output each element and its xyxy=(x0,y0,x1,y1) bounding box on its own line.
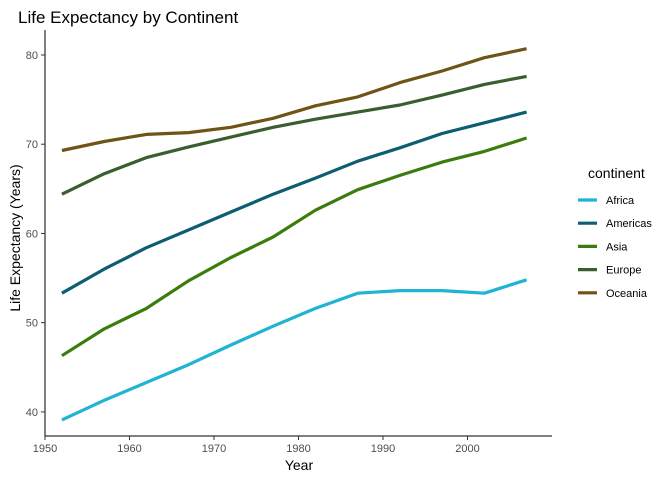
y-tick-label: 80 xyxy=(26,50,38,62)
x-tick-label: 1990 xyxy=(371,443,395,455)
legend-title: continent xyxy=(588,165,645,181)
chart-title: Life Expectancy by Continent xyxy=(18,8,238,27)
y-tick-label: 50 xyxy=(26,318,38,330)
x-tick-label: 2000 xyxy=(455,443,479,455)
x-axis-title: Year xyxy=(285,457,314,473)
y-tick-label: 40 xyxy=(26,407,38,419)
series-line-asia xyxy=(61,136,528,358)
series-line-europe xyxy=(61,74,527,196)
axes: 1950 1960 1970 1980 1990 2000 40 50 60 70 80 xyxy=(26,30,552,455)
y-axis-title: Life Expectancy (Years) xyxy=(7,164,23,311)
legend-label-oceania: Oceania xyxy=(606,288,648,300)
x-tick-label: 1970 xyxy=(202,443,226,455)
legend-label-africa: Africa xyxy=(606,195,635,207)
series-line-oceania xyxy=(61,47,527,153)
legend: continent Africa Americas Asia Europe Oceani… xyxy=(578,165,652,300)
x-tick-label: 1980 xyxy=(286,443,310,455)
x-tick-label: 1950 xyxy=(33,443,57,455)
series-line-africa xyxy=(61,278,528,422)
legend-label-europe: Europe xyxy=(606,265,641,277)
legend-label-asia: Asia xyxy=(606,241,628,253)
y-tick-label: 70 xyxy=(26,139,38,151)
legend-label-americas: Americas xyxy=(606,218,652,230)
y-tick-label: 60 xyxy=(26,228,38,240)
series-line-americas xyxy=(61,110,527,295)
series-layer xyxy=(61,47,528,422)
x-tick-label: 1960 xyxy=(117,443,141,455)
